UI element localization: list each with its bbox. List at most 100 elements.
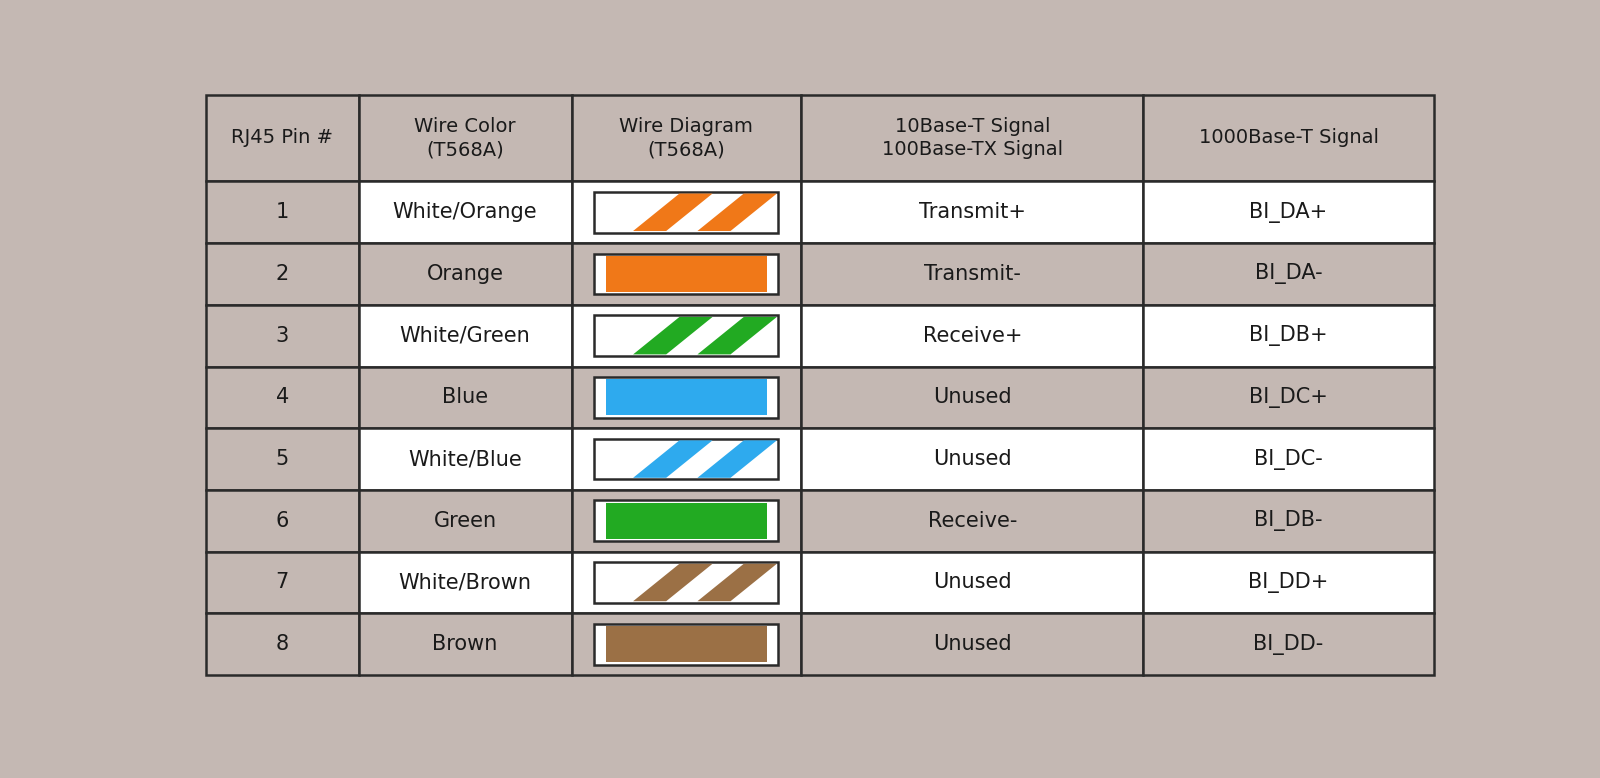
Bar <box>358 95 571 181</box>
Text: Orange: Orange <box>427 264 504 284</box>
Bar <box>595 624 778 664</box>
Text: White/Blue: White/Blue <box>408 449 522 469</box>
Bar <box>206 428 358 490</box>
Text: BI_DD-: BI_DD- <box>1253 634 1323 655</box>
Bar <box>595 192 778 233</box>
Polygon shape <box>634 440 712 478</box>
Text: Wire Diagram
(T568A): Wire Diagram (T568A) <box>619 117 754 159</box>
Text: 10Base-T Signal
100Base-TX Signal: 10Base-T Signal 100Base-TX Signal <box>882 117 1062 159</box>
Text: Wire Color
(T568A): Wire Color (T568A) <box>414 117 515 159</box>
Bar <box>802 243 1144 305</box>
Bar <box>1144 95 1434 181</box>
Bar <box>595 439 778 479</box>
Bar <box>605 626 768 662</box>
Polygon shape <box>698 440 778 478</box>
Text: 8: 8 <box>275 634 290 654</box>
Text: Brown: Brown <box>432 634 498 654</box>
Bar <box>802 366 1144 428</box>
Text: RJ45 Pin #: RJ45 Pin # <box>232 128 333 148</box>
Text: 1: 1 <box>275 202 290 223</box>
Bar <box>571 613 802 675</box>
Text: 6: 6 <box>275 511 290 531</box>
Bar <box>358 428 571 490</box>
Text: BI_DC+: BI_DC+ <box>1250 387 1328 408</box>
Bar <box>358 552 571 613</box>
Polygon shape <box>634 194 712 231</box>
Text: BI_DA+: BI_DA+ <box>1250 202 1328 223</box>
Text: Unused: Unused <box>933 387 1011 408</box>
Bar <box>358 181 571 243</box>
Bar <box>595 562 778 603</box>
Text: BI_DA-: BI_DA- <box>1254 264 1322 285</box>
Bar <box>802 428 1144 490</box>
Polygon shape <box>634 317 712 355</box>
Text: Unused: Unused <box>933 634 1011 654</box>
Bar <box>1144 243 1434 305</box>
Text: 5: 5 <box>275 449 290 469</box>
Bar <box>802 305 1144 366</box>
Bar <box>358 305 571 366</box>
Bar <box>358 366 571 428</box>
Bar <box>206 305 358 366</box>
Bar <box>206 613 358 675</box>
Bar <box>595 254 778 294</box>
Text: BI_DD+: BI_DD+ <box>1248 572 1328 593</box>
Polygon shape <box>634 564 712 601</box>
Text: BI_DC-: BI_DC- <box>1254 449 1323 470</box>
Text: 1000Base-T Signal: 1000Base-T Signal <box>1198 128 1379 148</box>
Text: White/Orange: White/Orange <box>392 202 538 223</box>
Polygon shape <box>698 317 778 355</box>
Bar <box>595 377 778 418</box>
Text: Transmit-: Transmit- <box>923 264 1021 284</box>
Bar <box>571 181 802 243</box>
Text: 2: 2 <box>275 264 290 284</box>
Bar <box>802 95 1144 181</box>
Bar <box>206 181 358 243</box>
Text: Receive+: Receive+ <box>923 326 1022 345</box>
Bar <box>1144 613 1434 675</box>
Text: Blue: Blue <box>442 387 488 408</box>
Text: Receive-: Receive- <box>928 511 1018 531</box>
Text: BI_DB+: BI_DB+ <box>1250 325 1328 346</box>
Bar <box>571 243 802 305</box>
Bar <box>595 500 778 541</box>
Bar <box>1144 552 1434 613</box>
Bar <box>571 428 802 490</box>
Text: BI_DB-: BI_DB- <box>1254 510 1323 531</box>
Bar <box>571 305 802 366</box>
Text: White/Brown: White/Brown <box>398 573 531 593</box>
Bar <box>571 366 802 428</box>
Text: Transmit+: Transmit+ <box>918 202 1026 223</box>
Bar <box>206 490 358 552</box>
Bar <box>571 552 802 613</box>
Text: 7: 7 <box>275 573 290 593</box>
Bar <box>571 490 802 552</box>
Bar <box>358 490 571 552</box>
Bar <box>206 552 358 613</box>
Bar <box>571 95 802 181</box>
Bar <box>605 503 768 538</box>
Bar <box>802 613 1144 675</box>
Bar <box>206 95 358 181</box>
Text: Unused: Unused <box>933 573 1011 593</box>
Bar <box>358 613 571 675</box>
Bar <box>1144 366 1434 428</box>
Text: 4: 4 <box>275 387 290 408</box>
Polygon shape <box>698 564 778 601</box>
Text: Unused: Unused <box>933 449 1011 469</box>
Bar <box>206 366 358 428</box>
Bar <box>802 181 1144 243</box>
Bar <box>206 243 358 305</box>
Bar <box>605 256 768 292</box>
Bar <box>1144 181 1434 243</box>
Bar <box>1144 305 1434 366</box>
Text: Green: Green <box>434 511 496 531</box>
Bar <box>605 380 768 415</box>
Bar <box>358 243 571 305</box>
Bar <box>595 315 778 356</box>
Bar <box>802 552 1144 613</box>
Text: 3: 3 <box>275 326 290 345</box>
Polygon shape <box>698 194 778 231</box>
Bar <box>1144 490 1434 552</box>
Bar <box>802 490 1144 552</box>
